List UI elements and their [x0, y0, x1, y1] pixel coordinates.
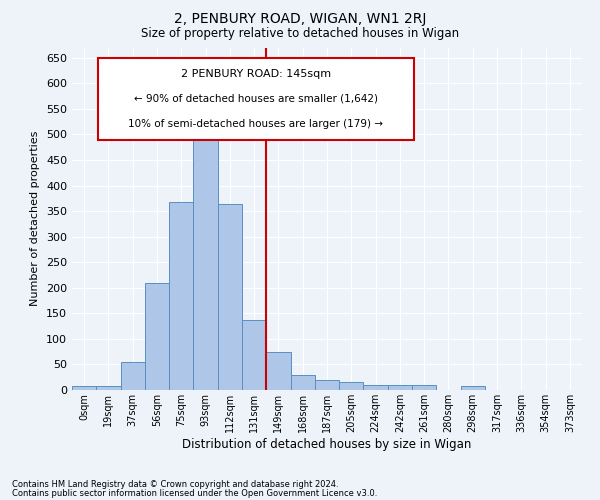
Bar: [218, 204, 242, 390]
Text: Contains HM Land Registry data © Crown copyright and database right 2024.: Contains HM Land Registry data © Crown c…: [12, 480, 338, 489]
Bar: [266, 352, 290, 390]
Text: 2, PENBURY ROAD, WIGAN, WN1 2RJ: 2, PENBURY ROAD, WIGAN, WN1 2RJ: [174, 12, 426, 26]
Bar: [72, 386, 96, 390]
Bar: [461, 386, 485, 390]
Text: Contains public sector information licensed under the Open Government Licence v3: Contains public sector information licen…: [12, 488, 377, 498]
Text: 2 PENBURY ROAD: 145sqm: 2 PENBURY ROAD: 145sqm: [181, 69, 331, 79]
Bar: [315, 380, 339, 390]
Bar: [121, 362, 145, 390]
FancyBboxPatch shape: [97, 58, 414, 140]
Bar: [242, 320, 266, 390]
Bar: [339, 382, 364, 390]
Text: 10% of semi-detached houses are larger (179) →: 10% of semi-detached houses are larger (…: [128, 118, 383, 128]
Bar: [96, 386, 121, 390]
Bar: [412, 386, 436, 390]
Bar: [169, 202, 193, 390]
Bar: [145, 282, 169, 390]
Y-axis label: Number of detached properties: Number of detached properties: [31, 131, 40, 306]
Text: Size of property relative to detached houses in Wigan: Size of property relative to detached ho…: [141, 28, 459, 40]
Bar: [388, 386, 412, 390]
Bar: [193, 116, 218, 390]
Bar: [290, 374, 315, 390]
Text: ← 90% of detached houses are smaller (1,642): ← 90% of detached houses are smaller (1,…: [134, 94, 377, 104]
Bar: [364, 385, 388, 390]
X-axis label: Distribution of detached houses by size in Wigan: Distribution of detached houses by size …: [182, 438, 472, 450]
